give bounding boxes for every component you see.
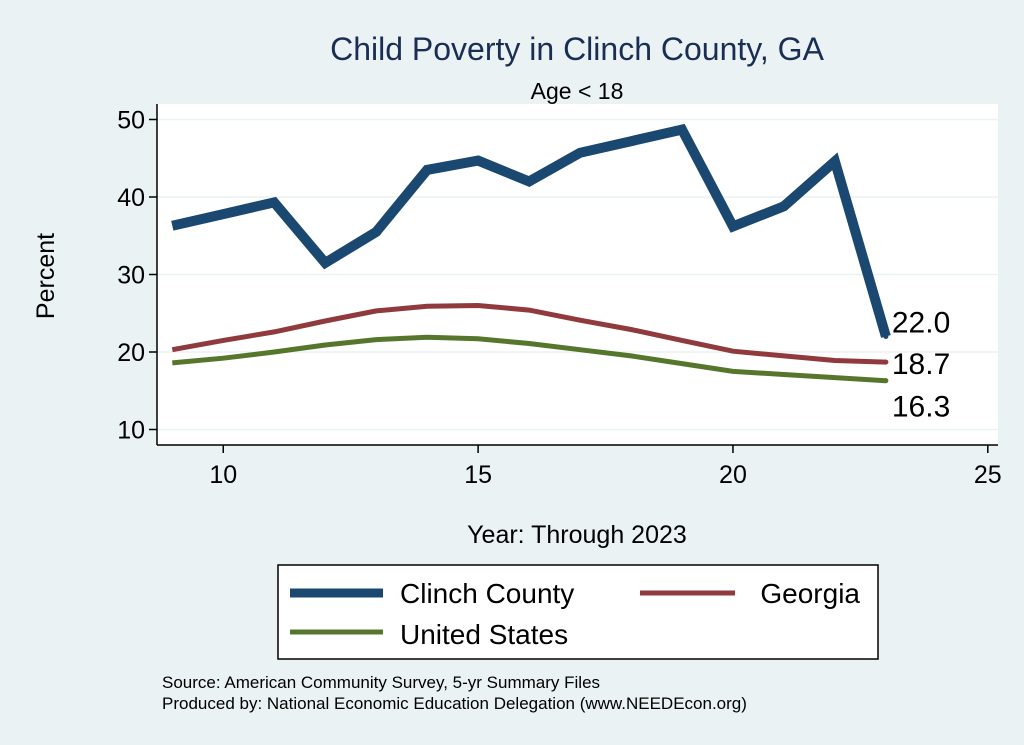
y-tick-label-20: 20	[117, 339, 145, 367]
legend-label-clinch-county: Clinch County	[400, 578, 574, 609]
producer-note: Produced by: National Economic Education…	[162, 694, 747, 713]
end-label-united-states: 16.3	[892, 391, 950, 424]
chart-title: Child Poverty in Clinch County, GA	[330, 31, 824, 67]
x-tick-label-15: 15	[464, 461, 492, 489]
y-tick-label-30: 30	[117, 262, 145, 290]
legend-box	[277, 564, 879, 660]
x-axis-label: Year: Through 2023	[467, 521, 687, 549]
end-label-clinch-county: 22.0	[892, 307, 950, 340]
y-tick-label-40: 40	[117, 184, 145, 212]
y-axis-label: Percent	[32, 233, 60, 319]
axes: 10 20 30 40 50 10 15 20 25	[117, 104, 1002, 489]
x-tick-label-20: 20	[719, 461, 747, 489]
y-tick-label-10: 10	[117, 417, 145, 445]
series-endpoint-clinch-county	[883, 334, 889, 339]
x-tick-label-25: 25	[974, 461, 1002, 489]
series-line-united-states	[172, 334, 887, 384]
legend-label-united-states: United States	[400, 619, 568, 650]
chart-subtitle: Age < 18	[531, 78, 624, 104]
end-labels: 22.0 18.7 16.3	[892, 307, 950, 424]
series-endpoint-georgia	[883, 359, 889, 365]
legend-label-georgia: Georgia	[760, 578, 860, 609]
series-lines	[171, 123, 891, 384]
y-tick-label-50: 50	[117, 107, 145, 135]
legend: Clinch County Georgia United States	[277, 564, 879, 660]
source-note: Source: American Community Survey, 5-yr …	[162, 673, 600, 692]
series-line-georgia	[171, 302, 886, 365]
end-label-georgia: 18.7	[892, 348, 950, 381]
gridlines	[157, 118, 998, 431]
series-line-clinch-county	[171, 123, 891, 338]
series-endpoint-united-states	[883, 378, 889, 384]
x-tick-label-10: 10	[209, 461, 237, 489]
